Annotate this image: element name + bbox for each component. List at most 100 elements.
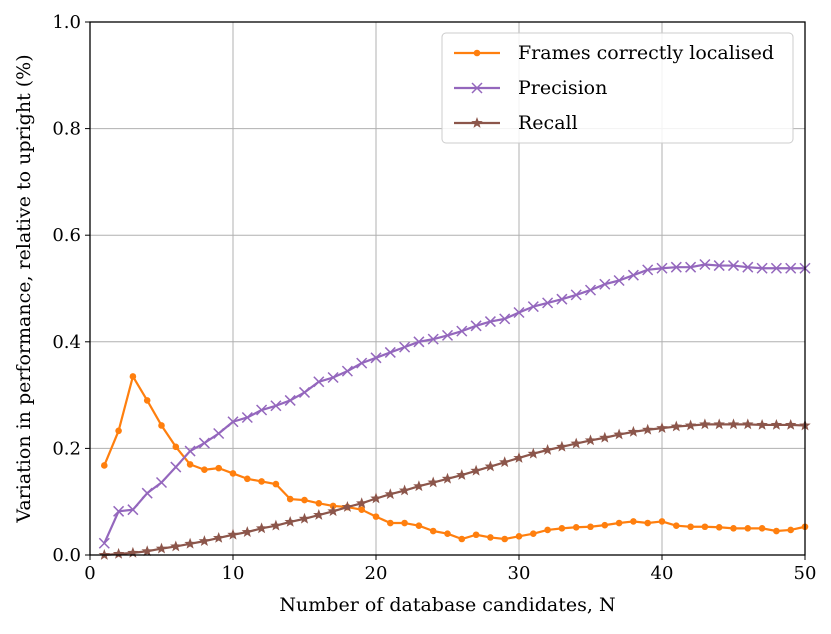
x-tick-label: 50 — [794, 563, 817, 584]
y-axis-label: Variation in performance, relative to up… — [13, 54, 35, 523]
recall-point — [641, 423, 654, 435]
precision-point — [785, 262, 797, 274]
precision-point — [627, 269, 639, 281]
x-marker-stroke — [313, 376, 325, 388]
frames-correctly-localised-point — [544, 526, 551, 534]
frames-correctly-localised-point — [615, 519, 623, 527]
precision-point — [613, 274, 625, 287]
frames-correctly-localised-point — [487, 534, 494, 541]
frames-correctly-localised-point — [730, 525, 737, 532]
recall-point — [370, 492, 382, 504]
precision-point — [241, 411, 253, 424]
precision-point — [170, 461, 182, 473]
x-marker-stroke — [471, 82, 483, 94]
x-marker-stroke — [441, 329, 454, 341]
x-marker-stroke — [685, 261, 697, 273]
recall-point — [599, 431, 611, 443]
recall-point — [484, 460, 497, 472]
legend-item-recall: Recall — [454, 112, 578, 134]
recall-point — [613, 428, 625, 440]
x-marker-stroke — [613, 274, 625, 287]
precision-point — [556, 293, 568, 305]
y-tick-label: 0.8 — [52, 119, 81, 140]
y-tick-label: 0.2 — [52, 438, 81, 459]
frames-correctly-localised-point — [429, 527, 437, 535]
x-marker-stroke — [356, 357, 368, 369]
legend-marker — [471, 117, 483, 128]
x-marker-stroke — [155, 476, 168, 489]
frames-correctly-localised-point — [773, 527, 780, 535]
plot-frame — [89, 21, 806, 556]
x-marker-stroke — [227, 416, 239, 428]
legend-box — [441, 32, 794, 144]
x-marker-stroke — [584, 284, 597, 296]
recall-point — [212, 531, 225, 543]
precision-point — [184, 445, 196, 457]
recall-point — [656, 422, 668, 433]
precision-point — [413, 336, 425, 348]
frames-correctly-localised-point — [687, 523, 694, 531]
frames-correctly-localised-point — [372, 513, 380, 520]
x-marker-stroke — [141, 487, 153, 499]
y-tick-label: 1.0 — [52, 12, 81, 33]
x-marker-stroke — [727, 260, 740, 272]
frames-correctly-localised-point — [401, 519, 408, 527]
frames-correctly-localised-point — [215, 464, 222, 472]
recall-point — [270, 519, 282, 531]
precision-point — [484, 316, 496, 328]
recall-point — [770, 418, 783, 430]
recall-point — [398, 484, 411, 496]
frames-correctly-localised-point — [558, 525, 566, 532]
recall-point — [498, 456, 511, 468]
precision-point — [713, 260, 725, 272]
frames-correctly-localised-point — [673, 522, 680, 529]
precision-point — [770, 262, 782, 274]
precision-point — [441, 329, 454, 341]
recall-point — [584, 434, 597, 446]
x-marker-stroke — [427, 333, 439, 345]
frames-correctly-localised-point — [315, 499, 323, 507]
recall-point — [413, 480, 425, 492]
precision-point — [699, 258, 711, 271]
x-marker-stroke — [627, 269, 639, 281]
precision-point — [256, 404, 268, 416]
precision-point — [284, 394, 296, 406]
recall-point — [384, 488, 397, 500]
frames-correctly-localised-point — [715, 523, 723, 531]
frames-correctly-localised-point — [587, 523, 594, 531]
precision-point — [399, 341, 411, 353]
precision-point — [198, 437, 210, 449]
x-marker-stroke — [284, 394, 296, 406]
x-marker-stroke — [599, 278, 611, 290]
x-tick-label: 20 — [365, 563, 388, 584]
precision-point — [642, 264, 654, 276]
precision-point — [98, 537, 110, 549]
precision-point — [313, 376, 325, 388]
x-tick-label: 10 — [222, 563, 245, 584]
recall-point — [699, 418, 711, 430]
x-marker-stroke — [527, 301, 539, 313]
frames-correctly-localised-point — [658, 518, 666, 525]
x-marker-stroke — [656, 262, 668, 274]
precision-point — [113, 505, 125, 517]
frames-correctly-localised-point — [186, 461, 194, 468]
recall-point — [427, 476, 439, 488]
x-marker-stroke — [513, 306, 525, 319]
x-marker-stroke — [213, 427, 225, 440]
x-marker-stroke — [370, 352, 382, 364]
legend: Frames correctly localised Precision Recal… — [441, 32, 794, 144]
recall-point — [527, 447, 540, 459]
x-marker-stroke — [499, 313, 511, 325]
precision-point — [327, 371, 339, 384]
ticks: 0 10 20 30 40 50 0.0 0.2 0.4 0.6 0.8 1.0 — [52, 12, 816, 584]
precision-point — [298, 386, 311, 398]
precision-point — [370, 352, 382, 364]
frames-correctly-localised-point — [415, 522, 423, 529]
frames-correctly-localised-point — [458, 535, 466, 543]
x-marker-stroke — [456, 325, 468, 337]
frames-correctly-localised-point — [744, 525, 752, 532]
x-marker-stroke — [256, 404, 268, 416]
recall-point — [713, 418, 725, 430]
frames-correctly-localised-point — [101, 462, 108, 469]
frames-correctly-localised-point — [472, 531, 480, 539]
